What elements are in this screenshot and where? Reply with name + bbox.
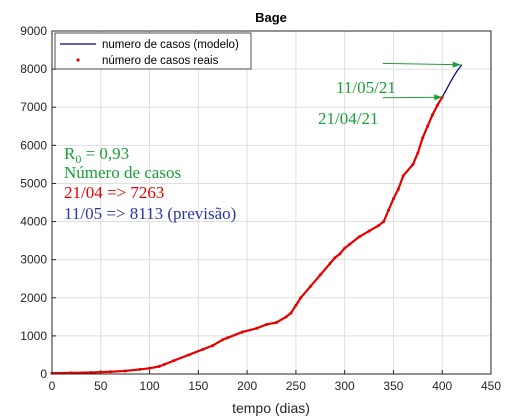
annotation-arrow-head [434,94,443,101]
series-real-point [333,256,337,260]
annotation-r0-subscript: 0 [75,152,81,166]
series-real-point [138,367,142,371]
annotation-r0-label: R [64,144,76,163]
legend: numero de casos (modelo) número de casos… [54,32,252,70]
y-tick-label: 7000 [20,100,47,114]
y-tick-label: 1000 [20,329,47,343]
x-tick-label: 200 [237,379,257,393]
series-real-point [357,235,361,239]
series-real-point [348,242,352,246]
series-real-point [343,246,347,250]
series-real-point [187,353,191,357]
annotation-real-cases: 21/04 => 7263 [64,183,164,202]
x-tick-label: 50 [94,379,108,393]
y-tick-label: 8000 [20,62,47,76]
series-real-point [411,162,415,166]
series-real-point [396,187,400,191]
series-real-point [226,336,230,340]
series-real-point [274,321,278,325]
x-tick-label: 100 [140,379,160,393]
y-tick-label: 5000 [20,176,47,190]
series-real-point [201,347,205,351]
series-real-point [221,338,225,342]
series-real-point [284,315,288,319]
series-real-point [289,311,293,315]
series-model-line [441,64,463,98]
annotation-r0-value: = 0,93 [81,144,129,163]
series-real-point [328,261,332,265]
series-real-point [211,343,215,347]
y-tick-label: 0 [40,367,47,381]
series-real-point [89,370,93,374]
series-real-point [377,223,381,227]
y-tick-label: 3000 [20,253,47,267]
series-real-point [265,322,269,326]
series-real-point [382,220,386,224]
y-tick-label: 6000 [20,138,47,152]
x-tick-label: 450 [481,379,501,393]
series-real-point [401,174,405,178]
annotation-arrow-head [452,61,461,68]
arrows-layer [382,61,461,101]
series-real-point [416,151,420,155]
y-ticks: 0 1000 2000 3000 4000 5000 6000 7000 8000 9000 [20,24,56,381]
series-real-point [157,364,161,368]
series-real-point [299,296,303,300]
legend-model-label: numero de casos (modelo) [102,39,239,51]
series-real-point [123,369,127,373]
x-tick-label: 250 [286,379,306,393]
x-axis-label: tempo (dias) [232,400,310,416]
y-tick-label: 4000 [20,215,47,229]
chart-title: Bage [255,10,287,25]
series-real-point [109,370,113,374]
x-ticks: 0 50 100 150 200 250 300 350 400 450 [49,370,501,393]
series-real-point [426,124,430,128]
legend-real-swatch [76,58,80,62]
annotation-date-upper: 11/05/21 [336,78,396,97]
series-real-point [309,284,313,288]
series-real-point [294,303,298,307]
x-tick-label: 150 [188,379,208,393]
x-tick-label: 400 [432,379,452,393]
annotation-r0: R0 = 0,93 [64,144,129,166]
y-tick-label: 2000 [20,291,47,305]
series-layer [50,64,463,375]
series-real-point [162,362,166,366]
series-real-point [240,330,244,334]
series-real-point [172,359,176,363]
legend-real-label: número de casos reais [102,55,219,67]
plot-frame [51,30,492,375]
series-real-point [391,197,395,201]
x-tick-label: 350 [383,379,403,393]
series-real-point [430,113,434,117]
series-real-point [338,252,342,256]
annotation-forecast: 11/05 => 8113 (previsão) [64,204,236,223]
series-real-point [148,366,152,370]
series-real-point [387,208,391,212]
annotation-date-lower: 21/04/21 [318,109,378,128]
series-real-point [421,136,425,140]
series-real-point [367,229,371,233]
annotation-arrow-line [382,62,461,66]
y-tick-label: 9000 [20,24,47,38]
legend-box [54,32,252,70]
annotation-cases-title: Número de casos [64,163,181,182]
series-real-point [318,273,322,277]
x-tick-label: 300 [335,379,355,393]
series-real-point [435,103,439,107]
series-real-point [255,326,259,330]
x-tick-label: 0 [49,379,56,393]
